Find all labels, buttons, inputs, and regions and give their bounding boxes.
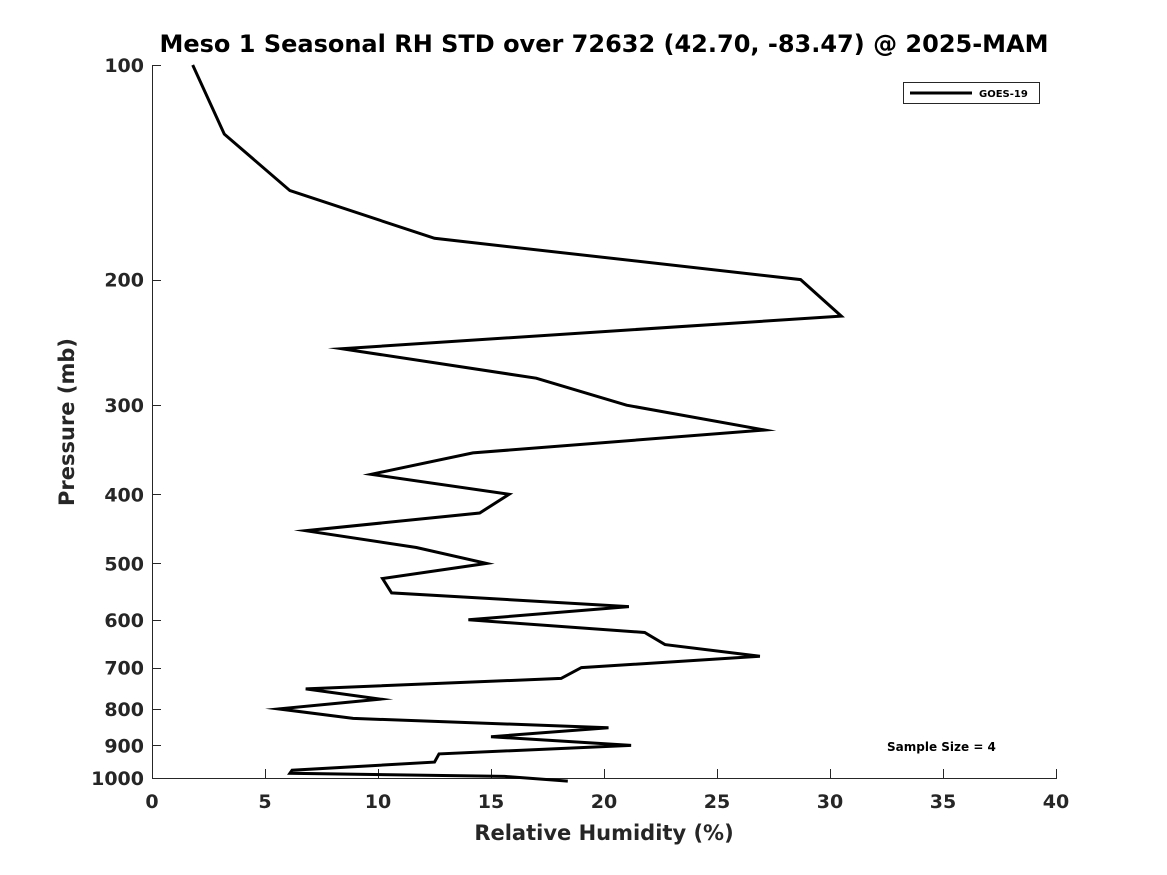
x-axis-label: Relative Humidity (%) xyxy=(474,821,733,845)
y-tick-label: 200 xyxy=(104,270,144,292)
x-ticks: 0 5 10 15 20 25 30 35 40 xyxy=(145,769,1069,813)
y-tick-label: 900 xyxy=(104,735,144,757)
y-tick-label: 800 xyxy=(104,699,144,721)
y-tick-label: 700 xyxy=(104,658,144,680)
y-tick-label: 100 xyxy=(104,55,144,77)
x-tick-label: 40 xyxy=(1043,791,1069,813)
x-tick-label: 15 xyxy=(478,791,504,813)
legend: GOES-19 xyxy=(903,82,1040,104)
x-tick-label: 0 xyxy=(145,791,158,813)
series-line-goes-19 xyxy=(191,64,845,783)
legend-label-goes-19: GOES-19 xyxy=(979,89,1028,100)
y-ticks: 100 200 300 400 500 600 700 800 900 1000 xyxy=(91,55,161,790)
series-layer xyxy=(191,64,845,783)
y-tick-label: 500 xyxy=(104,553,144,575)
x-tick-label: 30 xyxy=(817,791,843,813)
axes xyxy=(152,65,1057,779)
x-tick-label: 25 xyxy=(704,791,730,813)
y-tick-label: 1000 xyxy=(91,768,144,790)
x-tick-label: 35 xyxy=(930,791,956,813)
x-tick-label: 20 xyxy=(591,791,617,813)
y-tick-label: 600 xyxy=(104,610,144,632)
sample-size-annotation: Sample Size = 4 xyxy=(887,740,996,754)
x-tick-label: 5 xyxy=(258,791,271,813)
y-axis-label: Pressure (mb) xyxy=(55,338,79,506)
x-tick-label: 10 xyxy=(365,791,391,813)
y-tick-label: 300 xyxy=(104,395,144,417)
y-tick-label: 400 xyxy=(104,484,144,506)
chart-title: Meso 1 Seasonal RH STD over 72632 (42.70… xyxy=(159,30,1048,58)
